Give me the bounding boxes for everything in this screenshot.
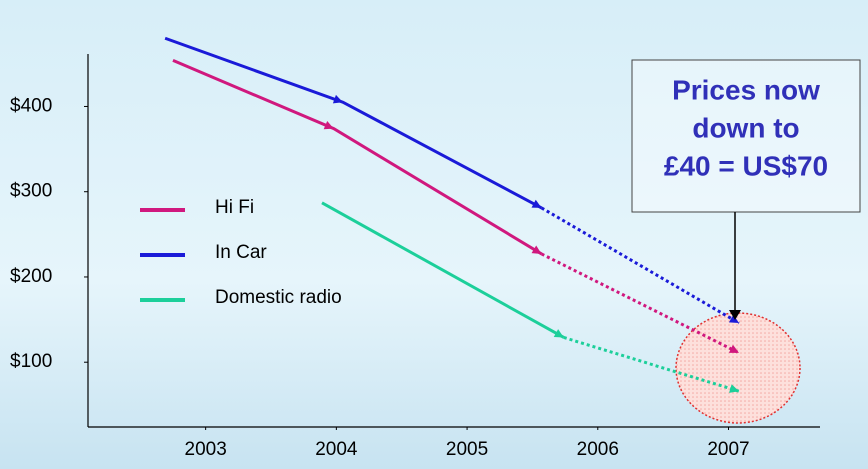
- arrowhead: [531, 199, 542, 208]
- arrowhead: [729, 384, 739, 393]
- arrowhead: [728, 314, 739, 323]
- legend-label: Hi Fi: [215, 197, 254, 218]
- annotation-text: down to: [692, 112, 799, 143]
- x-tick-label: 2007: [707, 439, 749, 460]
- highlight-ellipse: [675, 312, 801, 424]
- legend-label: Domestic radio: [215, 287, 342, 308]
- solid-line: [172, 59, 543, 256]
- x-tick-label: 2004: [315, 439, 358, 460]
- annotation-box: [631, 59, 861, 213]
- dotted-line: [563, 336, 740, 393]
- arrowhead: [553, 329, 564, 338]
- arrowhead: [728, 344, 739, 353]
- legend-label: In Car: [215, 242, 267, 263]
- annotation-arrowhead: [729, 310, 741, 320]
- solid-line: [321, 201, 565, 339]
- x-tick-label: 2005: [446, 439, 488, 460]
- annotation-text: Prices now: [672, 74, 820, 105]
- y-tick-label: $100: [10, 351, 52, 372]
- arrowhead: [323, 120, 334, 130]
- dotted-line: [540, 252, 740, 355]
- x-tick-label: 2003: [185, 439, 227, 460]
- solid-line: [164, 36, 543, 210]
- arrowhead: [531, 245, 542, 254]
- y-tick-label: $300: [10, 181, 52, 202]
- arrowhead: [332, 94, 343, 104]
- annotation-text: £40 = US$70: [664, 150, 828, 181]
- x-tick-label: 2006: [577, 439, 619, 460]
- y-tick-label: $200: [10, 266, 52, 287]
- y-tick-label: $400: [10, 95, 52, 116]
- annotation: Prices now down to £40 = US$70: [631, 59, 861, 424]
- dotted-line: [540, 206, 740, 325]
